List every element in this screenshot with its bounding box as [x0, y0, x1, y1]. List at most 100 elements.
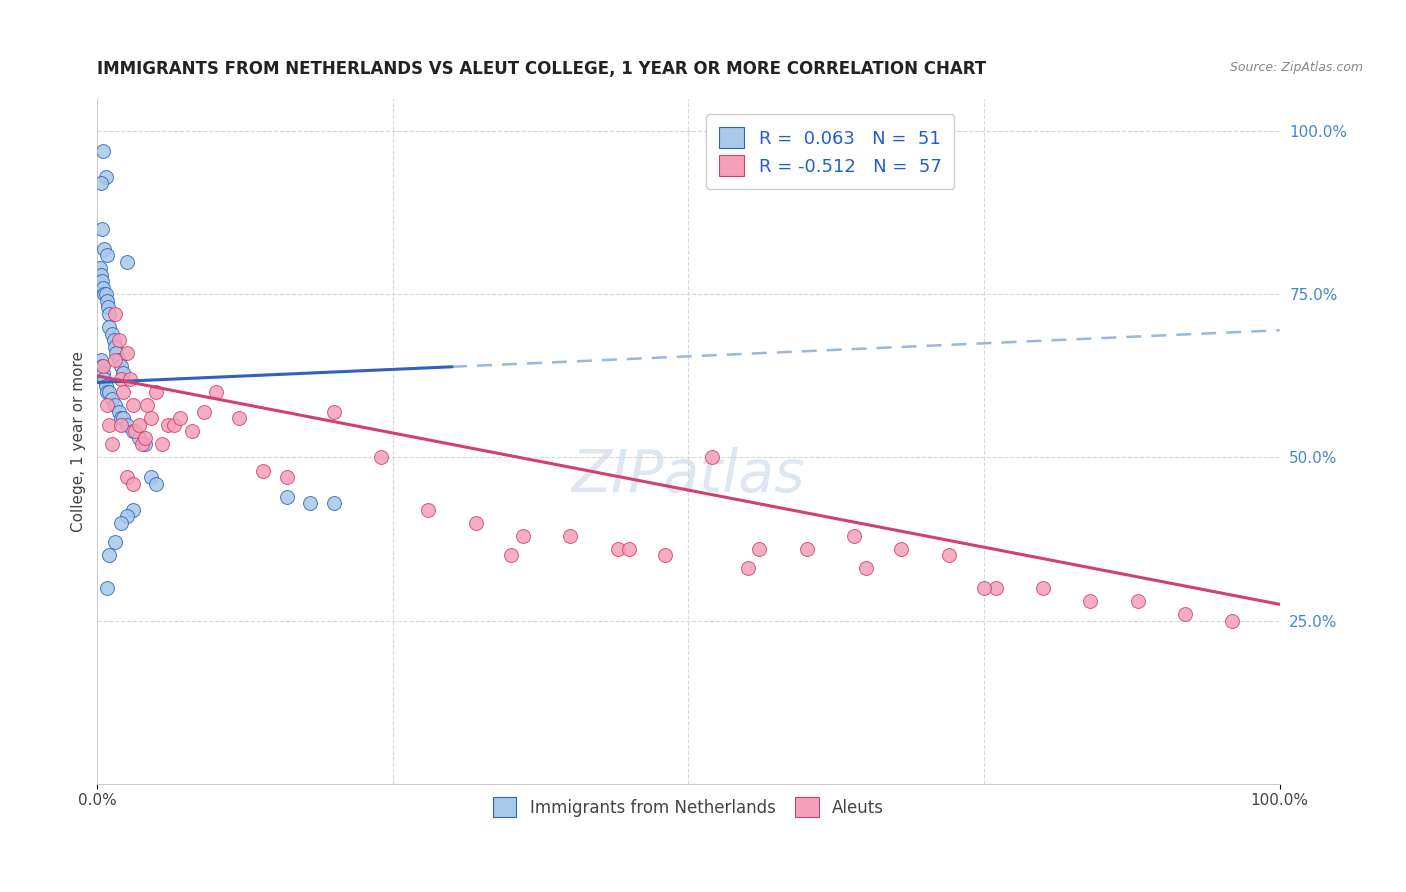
Point: [796, 541, 818, 556]
Point: [110, 359, 132, 373]
Point: [276, 470, 298, 484]
Point: [619, 541, 641, 556]
Point: [276, 490, 298, 504]
Point: [115, 346, 138, 360]
Point: [91, 281, 114, 295]
Point: [938, 549, 960, 563]
Point: [1174, 607, 1197, 621]
Point: [115, 470, 138, 484]
Point: [193, 405, 215, 419]
Point: [96, 385, 118, 400]
Point: [169, 411, 191, 425]
Point: [124, 425, 146, 439]
Point: [94, 378, 117, 392]
Point: [1080, 594, 1102, 608]
Point: [136, 398, 159, 412]
Point: [97, 301, 120, 315]
Point: [128, 417, 150, 432]
Point: [90, 177, 112, 191]
Point: [842, 529, 865, 543]
Point: [299, 496, 322, 510]
Point: [104, 340, 127, 354]
Point: [104, 535, 127, 549]
Point: [121, 476, 143, 491]
Point: [145, 476, 167, 491]
Point: [737, 561, 759, 575]
Point: [700, 450, 723, 465]
Point: [98, 417, 121, 432]
Point: [91, 144, 114, 158]
Point: [110, 411, 132, 425]
Legend: Immigrants from Netherlands, Aleuts: Immigrants from Netherlands, Aleuts: [486, 791, 891, 823]
Point: [139, 470, 162, 484]
Point: [121, 398, 143, 412]
Point: [96, 293, 118, 308]
Point: [96, 248, 118, 262]
Point: [107, 333, 129, 347]
Point: [98, 307, 121, 321]
Point: [91, 359, 114, 373]
Point: [163, 417, 186, 432]
Point: [464, 516, 486, 530]
Point: [115, 417, 138, 432]
Point: [98, 549, 121, 563]
Point: [96, 581, 118, 595]
Point: [98, 320, 121, 334]
Point: [115, 509, 138, 524]
Point: [90, 268, 112, 282]
Point: [112, 411, 135, 425]
Point: [501, 549, 523, 563]
Point: [370, 450, 392, 465]
Point: [104, 398, 127, 412]
Point: [100, 326, 122, 341]
Point: [121, 502, 143, 516]
Point: [90, 352, 112, 367]
Point: [855, 561, 877, 575]
Point: [1220, 614, 1243, 628]
Text: IMMIGRANTS FROM NETHERLANDS VS ALEUT COLLEGE, 1 YEAR OR MORE CORRELATION CHART: IMMIGRANTS FROM NETHERLANDS VS ALEUT COL…: [97, 60, 987, 78]
Point: [134, 431, 156, 445]
Point: [104, 352, 127, 367]
Text: Source: ZipAtlas.com: Source: ZipAtlas.com: [1230, 61, 1362, 74]
Point: [107, 405, 129, 419]
Point: [322, 405, 344, 419]
Point: [134, 437, 156, 451]
Point: [139, 411, 162, 425]
Point: [110, 516, 132, 530]
Point: [131, 437, 153, 451]
Text: ZIPatlas: ZIPatlas: [572, 447, 806, 504]
Point: [110, 372, 132, 386]
Point: [181, 425, 204, 439]
Point: [973, 581, 995, 595]
Point: [93, 372, 115, 386]
Point: [91, 366, 114, 380]
Point: [748, 541, 770, 556]
Y-axis label: College, 1 year or more: College, 1 year or more: [72, 351, 86, 532]
Point: [322, 496, 344, 510]
Point: [228, 411, 250, 425]
Point: [1032, 581, 1054, 595]
Point: [94, 169, 117, 184]
Point: [104, 307, 127, 321]
Point: [91, 359, 114, 373]
Point: [512, 529, 534, 543]
Point: [121, 425, 143, 439]
Point: [98, 385, 121, 400]
Point: [145, 385, 167, 400]
Point: [204, 385, 226, 400]
Point: [654, 549, 676, 563]
Point: [100, 437, 122, 451]
Point: [128, 431, 150, 445]
Point: [560, 529, 582, 543]
Point: [94, 287, 117, 301]
Point: [91, 222, 114, 236]
Point: [157, 417, 180, 432]
Point: [107, 352, 129, 367]
Point: [93, 242, 115, 256]
Point: [100, 392, 122, 406]
Point: [890, 541, 912, 556]
Point: [91, 274, 114, 288]
Point: [418, 502, 440, 516]
Point: [984, 581, 1007, 595]
Point: [252, 464, 274, 478]
